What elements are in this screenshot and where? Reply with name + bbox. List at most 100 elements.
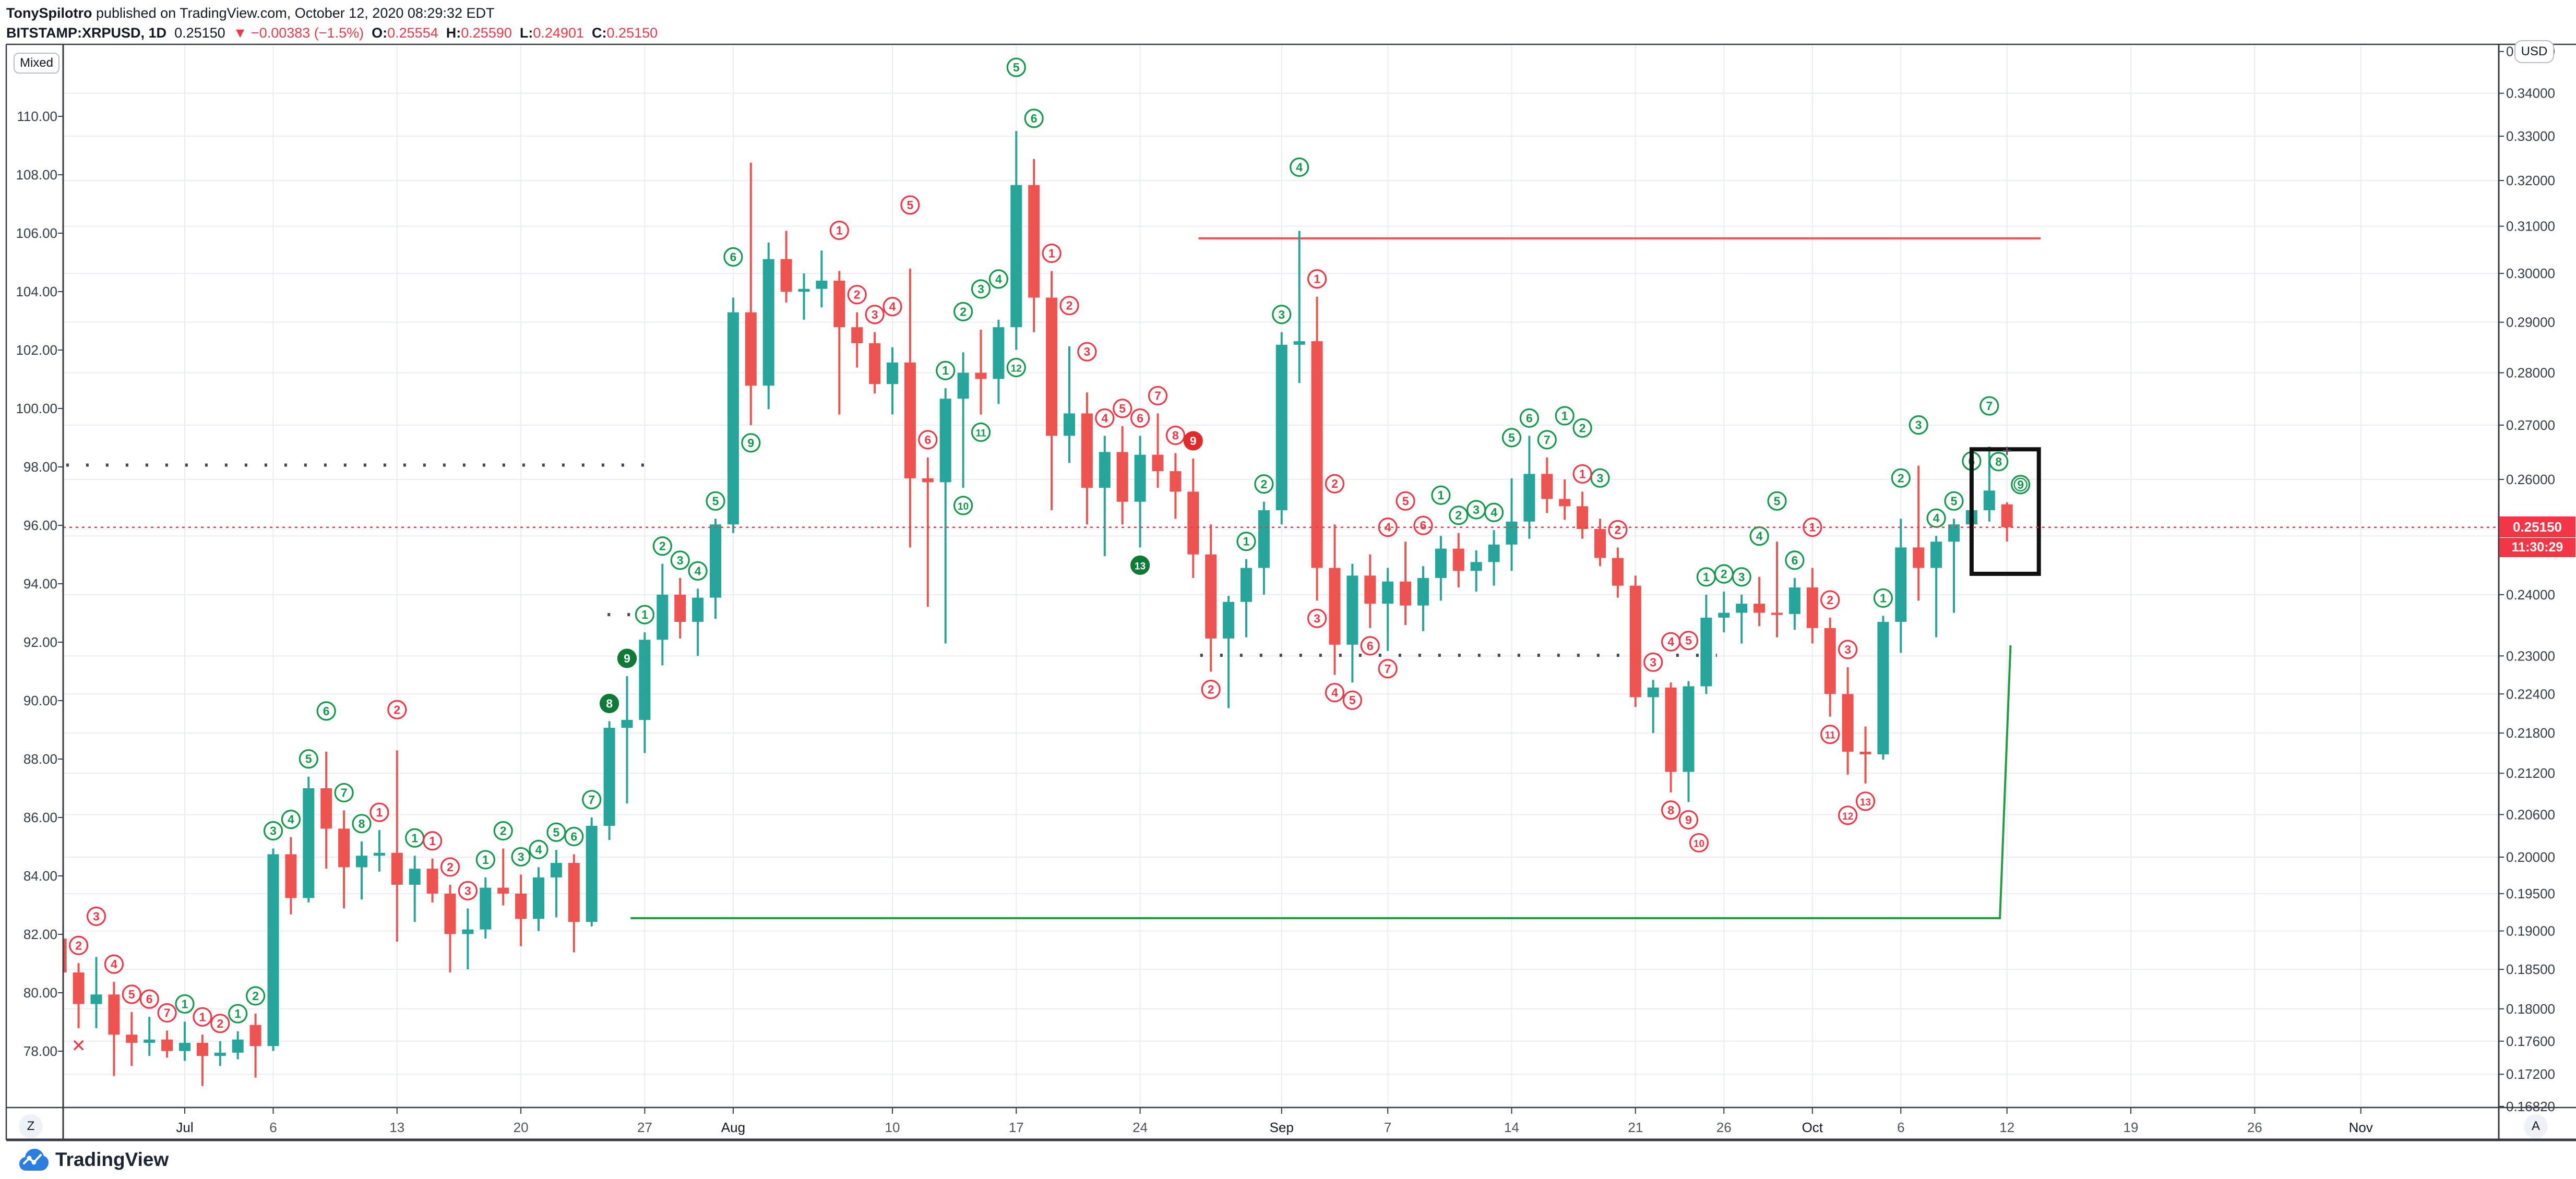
candle[interactable] bbox=[1718, 592, 1730, 633]
candle[interactable] bbox=[745, 162, 757, 425]
candle[interactable] bbox=[1506, 478, 1518, 571]
candle[interactable] bbox=[1577, 491, 1589, 539]
candle[interactable] bbox=[108, 982, 120, 1076]
candle[interactable] bbox=[692, 588, 704, 656]
candle[interactable] bbox=[1541, 457, 1553, 513]
candle[interactable] bbox=[568, 854, 580, 953]
candle[interactable] bbox=[586, 817, 598, 927]
candle[interactable] bbox=[515, 874, 527, 946]
candle[interactable] bbox=[409, 856, 421, 922]
candle[interactable] bbox=[727, 297, 739, 533]
candle[interactable] bbox=[1913, 465, 1925, 601]
candle[interactable] bbox=[126, 1012, 138, 1066]
candle[interactable] bbox=[1311, 296, 1323, 601]
candle[interactable] bbox=[603, 721, 615, 840]
candle[interactable] bbox=[1010, 131, 1022, 350]
candle[interactable] bbox=[1612, 547, 1624, 598]
candle[interactable] bbox=[762, 242, 774, 410]
candle[interactable] bbox=[1435, 536, 1447, 601]
candle[interactable] bbox=[285, 837, 297, 915]
candle[interactable] bbox=[1187, 458, 1199, 578]
candle[interactable] bbox=[1223, 596, 1235, 708]
candle[interactable] bbox=[975, 329, 987, 415]
candle[interactable] bbox=[1788, 578, 1800, 630]
candle[interactable] bbox=[1064, 346, 1075, 463]
candle[interactable] bbox=[179, 1021, 190, 1061]
candle[interactable] bbox=[1364, 554, 1376, 628]
candle[interactable] bbox=[833, 271, 845, 415]
candle[interactable] bbox=[1329, 524, 1341, 675]
candle[interactable] bbox=[1099, 436, 1111, 557]
candle[interactable] bbox=[426, 858, 438, 903]
candle[interactable] bbox=[780, 231, 792, 303]
support-line[interactable] bbox=[630, 645, 2012, 919]
candle[interactable] bbox=[1346, 563, 1358, 683]
candle[interactable] bbox=[1559, 479, 1571, 520]
candle[interactable] bbox=[922, 457, 934, 607]
time-axis[interactable]: Jul 6 13 20 27 Aug 10 17 24 Sep 7 14 21 26 Oct 6 12 19 26 N… bbox=[176, 1108, 2373, 1135]
candle[interactable] bbox=[993, 319, 1005, 404]
candle[interactable] bbox=[887, 347, 898, 415]
candle[interactable] bbox=[1647, 680, 1659, 733]
candle[interactable] bbox=[462, 908, 474, 970]
candle[interactable] bbox=[1152, 413, 1164, 488]
candle[interactable] bbox=[550, 850, 562, 918]
candle[interactable] bbox=[1877, 616, 1889, 760]
candle[interactable] bbox=[1275, 332, 1287, 525]
candle[interactable] bbox=[267, 848, 279, 1051]
candle[interactable] bbox=[444, 884, 456, 973]
candle[interactable] bbox=[710, 519, 721, 619]
candle[interactable] bbox=[373, 830, 385, 872]
candle[interactable] bbox=[1859, 726, 1871, 784]
currency-unit-button[interactable]: USD bbox=[2514, 40, 2554, 63]
candle[interactable] bbox=[1258, 501, 1270, 595]
candle[interactable] bbox=[1754, 576, 1766, 627]
right-price-axis[interactable]: 0.34000 0.33000 0.32000 0.31000 0.30000 0.290… bbox=[2499, 44, 2555, 1114]
candle[interactable] bbox=[1594, 519, 1606, 567]
scale-mode-button[interactable]: Mixed bbox=[14, 53, 59, 74]
candle[interactable] bbox=[1134, 436, 1146, 548]
candle[interactable] bbox=[1683, 681, 1695, 802]
candle[interactable] bbox=[1382, 568, 1394, 651]
tradingview-logo[interactable]: TradingView bbox=[19, 1148, 169, 1172]
candle[interactable] bbox=[1665, 682, 1677, 792]
candle[interactable] bbox=[1700, 594, 1712, 694]
candle[interactable] bbox=[904, 268, 916, 548]
candle[interactable] bbox=[1028, 159, 1040, 332]
candle[interactable] bbox=[869, 332, 881, 394]
candle[interactable] bbox=[1081, 392, 1093, 525]
candle[interactable] bbox=[1046, 271, 1058, 511]
candle[interactable] bbox=[303, 776, 315, 903]
candle[interactable] bbox=[1400, 542, 1412, 625]
timezone-button[interactable]: Z bbox=[19, 1114, 43, 1138]
candle[interactable] bbox=[1523, 436, 1535, 539]
candle[interactable] bbox=[214, 1041, 226, 1066]
left-price-axis[interactable]: 110.00 108.00 106.00 104.00 102.00 100.00 98.0… bbox=[16, 109, 63, 1059]
candle[interactable] bbox=[639, 632, 651, 753]
candle[interactable] bbox=[144, 1017, 156, 1056]
candle[interactable] bbox=[1205, 524, 1217, 672]
candle[interactable] bbox=[798, 273, 810, 320]
candle[interactable] bbox=[851, 312, 863, 368]
candle[interactable] bbox=[90, 957, 102, 1028]
candle[interactable] bbox=[816, 250, 828, 308]
candle[interactable] bbox=[1948, 519, 1960, 613]
candle[interactable] bbox=[249, 1013, 261, 1078]
candle[interactable] bbox=[1417, 566, 1429, 631]
candle[interactable] bbox=[161, 1030, 173, 1058]
candle[interactable] bbox=[1629, 575, 1641, 707]
candle[interactable] bbox=[657, 563, 669, 666]
candle[interactable] bbox=[320, 751, 332, 869]
candle[interactable] bbox=[1930, 536, 1942, 637]
candle[interactable] bbox=[356, 841, 367, 900]
candle[interactable] bbox=[957, 352, 969, 488]
candle[interactable] bbox=[2001, 502, 2013, 542]
candle[interactable] bbox=[73, 963, 85, 1028]
candle[interactable] bbox=[391, 750, 403, 942]
candle[interactable] bbox=[939, 388, 951, 644]
candle[interactable] bbox=[1488, 530, 1500, 586]
candle[interactable] bbox=[55, 930, 67, 980]
candle[interactable] bbox=[1452, 533, 1464, 588]
